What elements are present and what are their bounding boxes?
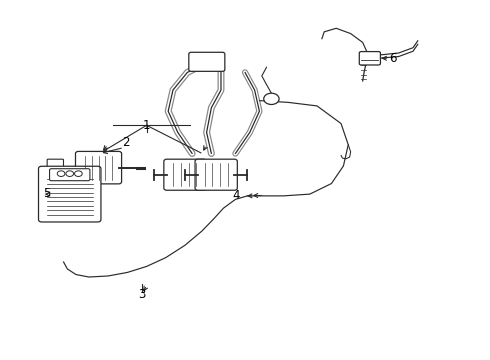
FancyBboxPatch shape: [195, 159, 237, 190]
Circle shape: [57, 171, 65, 176]
Circle shape: [264, 93, 279, 104]
Text: 2: 2: [122, 136, 130, 149]
Circle shape: [74, 171, 82, 176]
Text: 5: 5: [43, 187, 50, 200]
Circle shape: [66, 171, 74, 176]
FancyBboxPatch shape: [39, 166, 101, 222]
Text: 4: 4: [233, 189, 240, 202]
Text: 1: 1: [143, 119, 150, 132]
Text: 3: 3: [138, 288, 146, 301]
Text: 6: 6: [389, 52, 396, 65]
FancyBboxPatch shape: [75, 152, 122, 184]
FancyBboxPatch shape: [359, 51, 380, 65]
FancyBboxPatch shape: [164, 159, 206, 190]
FancyBboxPatch shape: [189, 52, 225, 71]
FancyBboxPatch shape: [49, 169, 90, 181]
FancyBboxPatch shape: [47, 159, 64, 176]
